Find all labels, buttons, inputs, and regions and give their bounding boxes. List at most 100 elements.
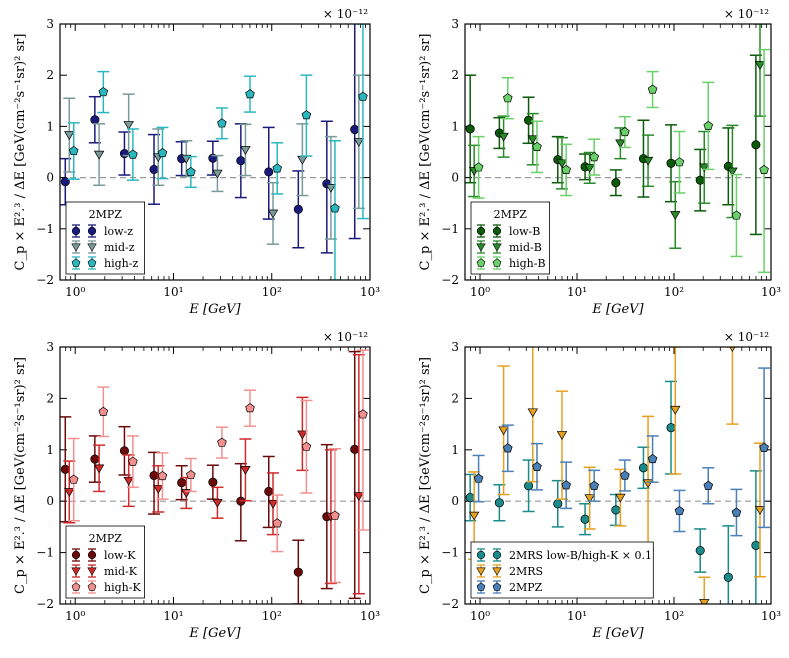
y-tick-label: −2 [36, 597, 54, 611]
x-tick-label: 10² [262, 609, 282, 623]
data-point [123, 476, 134, 486]
data-point [615, 493, 626, 503]
legend-marker [492, 582, 502, 591]
data-point [754, 506, 766, 515]
data-point [561, 164, 571, 174]
data-point [64, 488, 75, 498]
legend-marker [71, 567, 81, 576]
y-multiplier-label: × 10⁻¹² [724, 7, 769, 21]
x-axis-label: E [GeV] [188, 626, 241, 641]
data-point [561, 480, 571, 490]
y-tick-label: −1 [36, 546, 54, 560]
data-point [157, 147, 168, 158]
data-point [695, 545, 705, 556]
legend-marker [87, 226, 97, 236]
x-tick-label: 10³ [360, 609, 380, 623]
legend: 2MPZ low-z mid-z high-z [65, 201, 145, 275]
data-point [498, 426, 509, 436]
y-tick-label: −1 [441, 546, 459, 560]
y-tick-label: −2 [441, 273, 459, 287]
legend-marker [476, 550, 486, 560]
data-point [297, 155, 308, 165]
legend-marker [87, 582, 97, 591]
data-point [751, 140, 761, 150]
series-mid-k [63, 353, 365, 595]
x-tick-label: 10³ [761, 285, 781, 299]
data-point [638, 463, 649, 473]
legend-marker [71, 258, 81, 267]
plot-frame [59, 23, 371, 281]
y-multiplier-label: × 10⁻¹² [323, 330, 368, 344]
legend-marker [87, 567, 97, 576]
data-point [350, 444, 360, 454]
data-point [674, 505, 685, 516]
y-tick-label: 2 [451, 391, 459, 405]
data-point [759, 164, 769, 174]
legend-marker [87, 550, 97, 560]
chart-panel-bottom-left: 10⁰ 10¹ 10² 10³ −2 −1 0 1 2 3 E [GeV] C_p × E².³ / … [13, 330, 380, 641]
series-2mpz [472, 367, 771, 537]
data-point [620, 126, 630, 137]
legend-title: 2MPZ [89, 208, 123, 221]
data-point [236, 156, 246, 166]
data-point [149, 164, 159, 174]
data-point [128, 149, 138, 159]
data-point [68, 474, 79, 484]
legend-marker [87, 258, 97, 267]
data-point [297, 430, 308, 440]
data-point [267, 209, 279, 219]
y-tick-label: −2 [36, 273, 54, 287]
data-point [584, 164, 595, 173]
data-point [293, 204, 303, 214]
y-tick-label: 3 [46, 340, 54, 354]
data-point [353, 492, 365, 502]
data-point [330, 510, 340, 520]
y-tick-label: 1 [451, 443, 459, 457]
x-tick-label: 10¹ [567, 285, 587, 299]
data-point [267, 499, 279, 509]
x-tick-label: 10¹ [567, 609, 587, 623]
x-tick-label: 10² [664, 285, 684, 299]
chart-panel-top-left: 10⁰ 10¹ 10² 10³ −2 −1 0 1 2 3 E [GeV] C_p × E².³ / … [13, 7, 380, 317]
legend-label: mid-B [509, 241, 542, 254]
y-axis-label: C_p × E².³ / ΔE [GeV(cm⁻²s⁻¹sr)² sr] [13, 34, 28, 271]
data-point [666, 423, 676, 433]
data-point [473, 473, 484, 483]
legend-marker [492, 567, 502, 576]
x-tick-label: 10⁰ [470, 609, 490, 623]
data-point [330, 203, 340, 213]
data-point [177, 478, 187, 488]
y-tick-label: 2 [46, 68, 54, 82]
data-point [157, 470, 168, 481]
data-point [611, 178, 621, 188]
data-point [556, 431, 568, 440]
data-point [119, 446, 129, 456]
data-point [473, 162, 484, 172]
legend: 2MRS low-B/high-K × 0.1 2MRS 2MPZ [470, 541, 654, 599]
legend-label: high-K [104, 581, 141, 594]
legend-marker [492, 243, 502, 252]
data-point [60, 177, 70, 187]
data-point [217, 437, 227, 447]
series-2mrs-low-b-high-k-0-1 [465, 380, 762, 604]
plot-frame [59, 346, 371, 605]
data-point [301, 110, 312, 120]
x-axis-label: E [GeV] [188, 302, 241, 317]
data-point [527, 408, 539, 418]
plot-frame [464, 346, 772, 605]
series-mid-z [63, 74, 365, 245]
data-point [465, 493, 475, 503]
y-tick-label: 0 [451, 171, 459, 185]
data-point [642, 156, 654, 166]
y-tick-label: 0 [451, 494, 459, 508]
data-point [584, 494, 595, 504]
legend-label: low-z [104, 225, 133, 238]
legend-label: 2MPZ [509, 581, 543, 594]
data-point [149, 470, 159, 481]
data-point [350, 124, 360, 135]
data-point [502, 93, 513, 103]
data-point [353, 137, 365, 147]
data-point [695, 175, 705, 185]
data-point [502, 443, 513, 453]
